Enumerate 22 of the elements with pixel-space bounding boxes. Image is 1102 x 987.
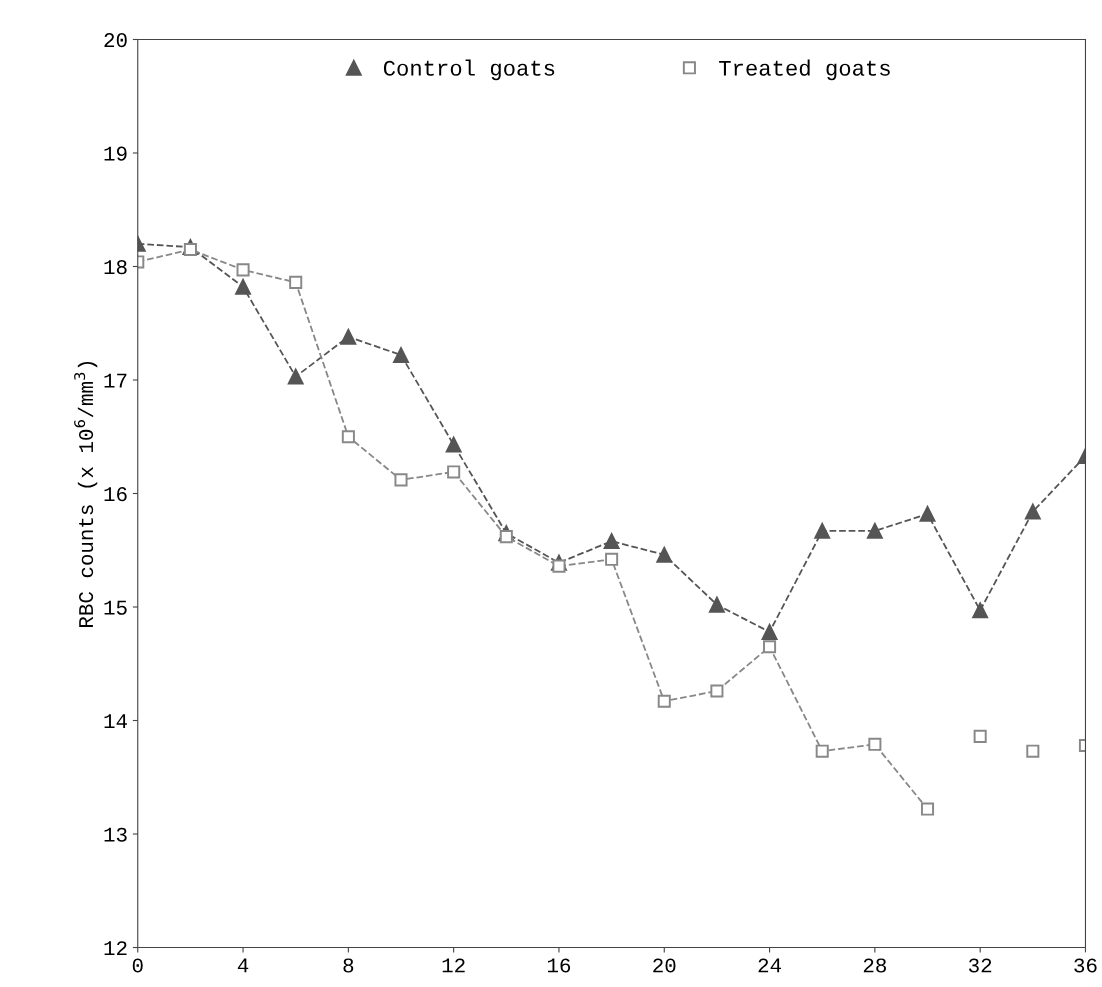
x-tick-label: 4 (237, 958, 249, 973)
x-tick-label: 28 (863, 958, 886, 973)
y-tick-label: 19 (104, 146, 127, 161)
x-tick-label: 32 (968, 958, 992, 973)
legend-label: Treated goats (719, 59, 890, 81)
legend-label: Control goats (383, 59, 555, 81)
y-tick-label: 20 (104, 33, 127, 48)
y-tick-label: 14 (104, 714, 127, 729)
y-tick-label: 17 (104, 373, 127, 388)
y-tick-label: 16 (104, 487, 127, 502)
y-tick-label: 12 (104, 941, 127, 956)
x-tick-label: 8 (343, 958, 354, 973)
x-tick-label: 12 (442, 958, 465, 973)
y-axis-title: RBC counts (x 10$^{6}$/mm$^{3}$) (74, 361, 98, 627)
x-tick-label: 36 (1074, 958, 1097, 973)
x-tick-label: 24 (758, 958, 782, 973)
y-tick-label: 18 (104, 260, 127, 275)
y-tick-label: 13 (104, 827, 127, 842)
x-tick-label: 16 (547, 958, 571, 973)
y-tick-label: 15 (104, 600, 127, 615)
x-tick-label: 20 (653, 958, 676, 973)
x-tick-label: 0 (132, 958, 143, 973)
